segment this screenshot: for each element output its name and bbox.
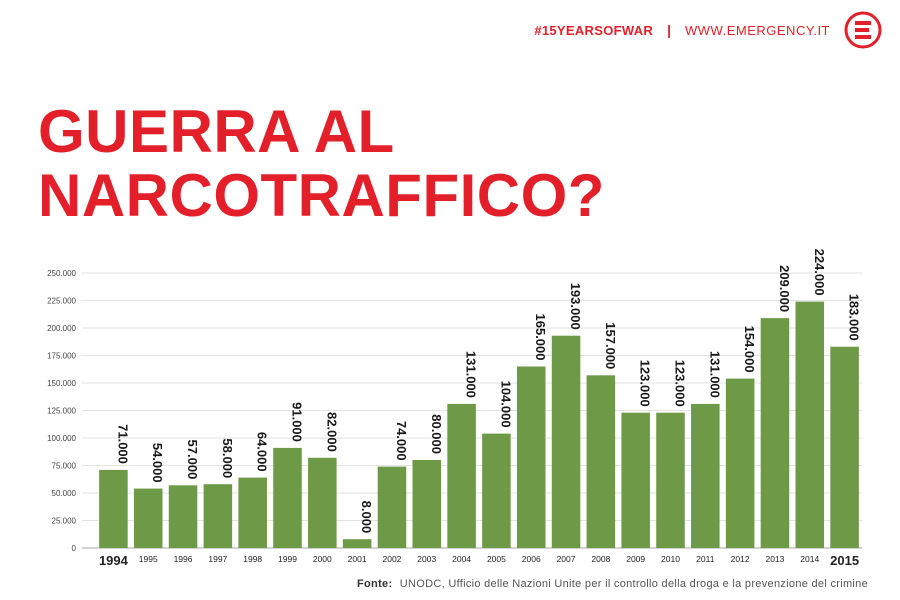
emergency-e-logo-icon[interactable] (844, 11, 882, 49)
data-label: 224.000 (812, 249, 827, 296)
data-label: 123.000 (638, 360, 653, 407)
x-tick-label: 2006 (522, 554, 541, 564)
data-label: 157.000 (603, 322, 618, 369)
x-tick-label: 2000 (313, 554, 332, 564)
chart-bar (342, 539, 372, 548)
chart-bar (412, 460, 442, 548)
chart-bar (308, 457, 337, 548)
data-label: 80.000 (429, 414, 444, 454)
data-label: 74.000 (394, 421, 409, 461)
data-label: 91.000 (290, 402, 305, 442)
chart-bar (238, 477, 267, 548)
chart-bar (447, 403, 476, 548)
chart-bar (691, 403, 720, 548)
y-tick-label: 200.000 (47, 324, 76, 333)
x-tick-label: 2005 (487, 554, 506, 564)
data-label: 209.000 (777, 265, 792, 312)
y-tick-label: 225.000 (47, 297, 76, 306)
y-tick-label: 125.000 (47, 407, 76, 416)
x-tick-label: 1995 (139, 554, 158, 564)
data-label: 193.000 (568, 283, 583, 330)
title-line-2: NARCOTRAFFICO? (38, 162, 605, 229)
title-line-1: GUERRA AL (38, 98, 395, 165)
site-link[interactable]: WWW.EMERGENCY.IT (685, 22, 830, 38)
x-tick-label: 2002 (382, 554, 401, 564)
chart-bar (795, 301, 825, 548)
source-note: Fonte: UNODC, Ufficio delle Nazioni Unit… (357, 578, 868, 590)
y-tick-label: 0 (72, 544, 77, 553)
data-label: 131.000 (464, 351, 479, 398)
data-label: 183.000 (847, 294, 862, 341)
data-label: 123.000 (673, 360, 688, 407)
chart-bar (725, 378, 755, 548)
y-tick-label: 150.000 (47, 379, 76, 388)
y-tick-label: 75.000 (52, 462, 77, 471)
data-label: 64.000 (255, 432, 270, 472)
x-tick-label: 2011 (696, 554, 715, 564)
x-tick-label: 2014 (800, 554, 819, 564)
chart-bar (551, 335, 581, 548)
data-label: 104.000 (498, 381, 513, 428)
chart-bar (273, 447, 302, 548)
chart-bar (516, 366, 546, 548)
chart-bar (621, 412, 650, 548)
data-label: 165.000 (533, 314, 548, 361)
chart-bar (99, 469, 128, 548)
page-title: GUERRA AL NARCOTRAFFICO? (38, 100, 605, 228)
x-tick-label: 1994 (99, 553, 129, 568)
data-label: 82.000 (324, 412, 339, 452)
x-tick-label: 2003 (417, 554, 436, 564)
x-tick-label: 2015 (830, 553, 859, 568)
data-label: 71.000 (115, 424, 130, 464)
chart-bar (482, 433, 511, 548)
source-text: UNODC, Ufficio delle Nazioni Unite per i… (399, 578, 868, 590)
chart-bar (656, 412, 685, 548)
hashtag: #15YEARSOFWAR (534, 22, 654, 38)
data-label: 58.000 (220, 438, 235, 478)
chart-bar (203, 484, 233, 548)
x-tick-label: 1997 (208, 554, 227, 564)
x-tick-label: 2013 (765, 554, 784, 564)
y-tick-label: 250.000 (47, 269, 76, 278)
source-label: Fonte: (357, 578, 393, 590)
data-label: 131.000 (707, 351, 722, 398)
x-tick-label: 2004 (452, 554, 471, 564)
y-tick-label: 175.000 (47, 352, 76, 361)
y-tick-label: 100.000 (47, 434, 76, 443)
x-tick-label: 2010 (661, 554, 680, 564)
x-tick-label: 2012 (731, 554, 750, 564)
header-separator: | (667, 22, 672, 38)
x-tick-label: 2007 (557, 554, 576, 564)
chart-bar (830, 346, 859, 548)
x-tick-label: 2008 (591, 554, 610, 564)
data-label: 57.000 (185, 440, 200, 480)
chart-bar (760, 318, 790, 548)
chart-bar (586, 375, 616, 548)
data-label: 8.000 (359, 501, 374, 534)
data-label: 154.000 (742, 326, 757, 373)
header-bar: #15YEARSOFWAR | WWW.EMERGENCY.IT (534, 11, 882, 49)
x-tick-label: 1998 (243, 554, 262, 564)
chart-bar (168, 485, 198, 548)
chart-bar (377, 466, 407, 548)
x-tick-label: 1999 (278, 554, 297, 564)
x-tick-label: 1996 (174, 554, 193, 564)
chart-bar (133, 488, 163, 548)
x-tick-label: 2001 (348, 554, 367, 564)
x-tick-label: 2009 (626, 554, 645, 564)
y-tick-label: 25.000 (52, 517, 77, 526)
data-label: 54.000 (150, 443, 165, 483)
y-tick-label: 50.000 (52, 489, 77, 498)
